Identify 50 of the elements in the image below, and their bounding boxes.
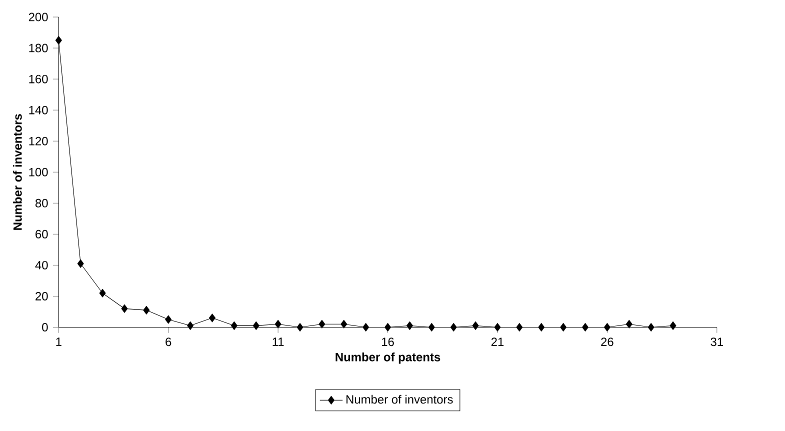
point [318, 320, 326, 328]
point [340, 320, 348, 328]
point [626, 320, 632, 328]
x-tick-label: 1 [56, 337, 62, 346]
point [77, 259, 84, 268]
point [187, 321, 194, 330]
point [538, 322, 545, 332]
point [472, 321, 479, 330]
point [296, 322, 304, 332]
y-tick-label: 40 [35, 260, 48, 270]
y-tick-label: 140 [29, 106, 48, 114]
x-axis-title: Number of patents [336, 352, 440, 364]
x-tick-label: 31 [710, 337, 723, 346]
y-tick-label: 20 [36, 292, 48, 300]
point [208, 314, 216, 322]
point [143, 306, 150, 314]
y-tick-label: 160 [29, 74, 48, 84]
y-tick-label: 80 [35, 198, 48, 208]
x-tick-label: 26 [601, 337, 614, 346]
x-tick-label: 11 [272, 337, 284, 346]
x-tick-label: 21 [491, 337, 504, 346]
point [384, 322, 392, 332]
y-axis-title: Number of inventors [13, 114, 22, 230]
y-tick-label: 60 [36, 230, 48, 238]
legend-label: Number of inventors [346, 394, 453, 404]
point [165, 315, 172, 324]
point [450, 322, 457, 332]
x-tick-label: 6 [166, 337, 172, 346]
point [274, 320, 282, 328]
point [252, 321, 260, 330]
y-tick-label: 180 [29, 44, 48, 52]
point [670, 321, 676, 330]
point [230, 321, 238, 330]
point [121, 304, 128, 313]
point [648, 322, 654, 332]
point [428, 322, 435, 332]
point [494, 322, 501, 332]
point [560, 322, 567, 332]
point [582, 322, 589, 332]
point [516, 322, 523, 332]
y-tick-label: 200 [28, 12, 48, 22]
point [55, 36, 62, 44]
x-tick-label: 16 [382, 337, 394, 346]
point [604, 322, 610, 332]
y-tick-label: 0 [42, 322, 48, 332]
point [99, 288, 106, 298]
point [362, 322, 370, 332]
y-tick-label: 120 [29, 136, 48, 146]
point [406, 321, 413, 330]
y-tick-label: 100 [29, 168, 48, 176]
